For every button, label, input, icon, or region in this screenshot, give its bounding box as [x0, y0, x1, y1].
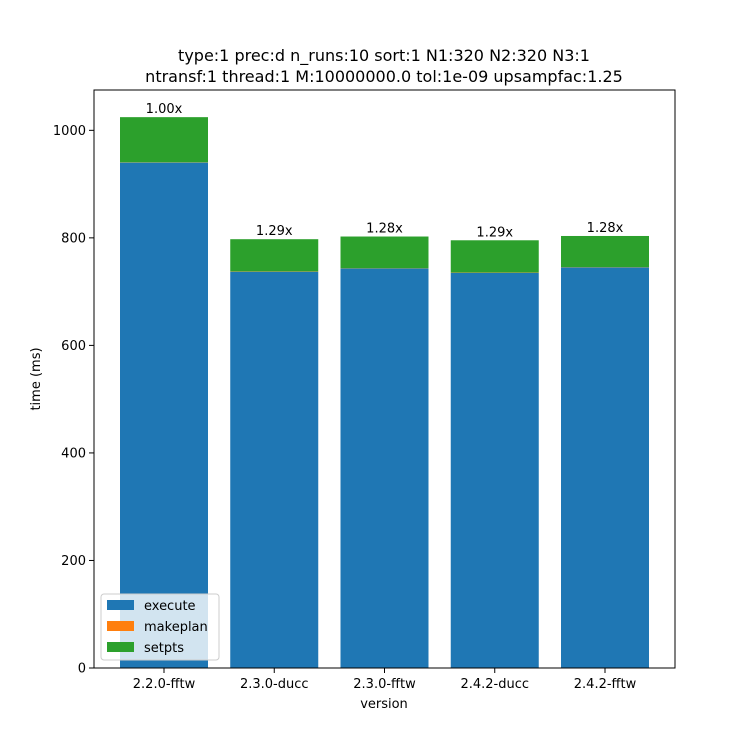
bar-label-2.3.0-ducc: 1.29x — [256, 224, 293, 239]
y-tick-label-1000: 1000 — [53, 124, 86, 139]
y-axis-label: time (ms) — [29, 347, 44, 410]
y-tick-label-400: 400 — [61, 446, 86, 461]
x-tick-label-2.2.0-fftw: 2.2.0-fftw — [133, 677, 196, 692]
y-tick-label-800: 800 — [61, 231, 86, 246]
bar-execute-2.3.0-fftw — [340, 268, 429, 668]
bar-setpts-2.3.0-fftw — [340, 236, 429, 269]
x-axis-label: version — [360, 697, 408, 712]
legend-label-execute: execute — [144, 599, 196, 614]
x-tick-label-2.3.0-ducc: 2.3.0-ducc — [240, 677, 309, 692]
y-tick-label-0: 0 — [78, 662, 86, 677]
bar-label-2.3.0-fftw: 1.28x — [366, 222, 403, 237]
y-tick-label-600: 600 — [61, 339, 86, 354]
title-line-2: ntransf:1 thread:1 M:10000000.0 tol:1e-0… — [145, 67, 623, 86]
bar-setpts-2.4.2-fftw — [561, 235, 649, 268]
legend-swatch-execute — [107, 600, 134, 610]
x-tick-label-2.4.2-ducc: 2.4.2-ducc — [460, 677, 529, 692]
plot-area: 1.00x 1.29x 1.28x 1.29x 1.28x 0 200 400 600 800 10… — [53, 89, 676, 692]
bar-setpts-2.2.0-fftw — [120, 117, 208, 163]
bar-execute-2.4.2-ducc — [450, 272, 539, 668]
y-tick-label-200: 200 — [61, 554, 86, 569]
title-line-1: type:1 prec:d n_runs:10 sort:1 N1:320 N2… — [178, 46, 590, 66]
legend-swatch-makeplan — [107, 621, 134, 631]
bar-label-2.4.2-ducc: 1.29x — [476, 225, 513, 240]
bar-setpts-2.4.2-ducc — [450, 240, 539, 273]
x-tick-label-2.4.2-fftw: 2.4.2-fftw — [574, 677, 637, 692]
legend-swatch-setpts — [107, 642, 134, 652]
bar-setpts-2.3.0-ducc — [230, 239, 319, 272]
bar-execute-2.2.0-fftw — [120, 162, 208, 668]
bar-label-2.2.0-fftw: 1.00x — [146, 102, 183, 117]
bar-execute-2.4.2-fftw — [561, 267, 649, 668]
bar-execute-2.3.0-ducc — [230, 271, 319, 668]
legend-label-setpts: setpts — [144, 641, 184, 656]
x-tick-label-2.3.0-fftw: 2.3.0-fftw — [353, 677, 416, 692]
chart-title: type:1 prec:d n_runs:10 sort:1 N1:320 N2… — [145, 46, 623, 86]
legend-label-makeplan: makeplan — [144, 620, 208, 635]
bar-label-2.4.2-fftw: 1.28x — [587, 221, 624, 236]
